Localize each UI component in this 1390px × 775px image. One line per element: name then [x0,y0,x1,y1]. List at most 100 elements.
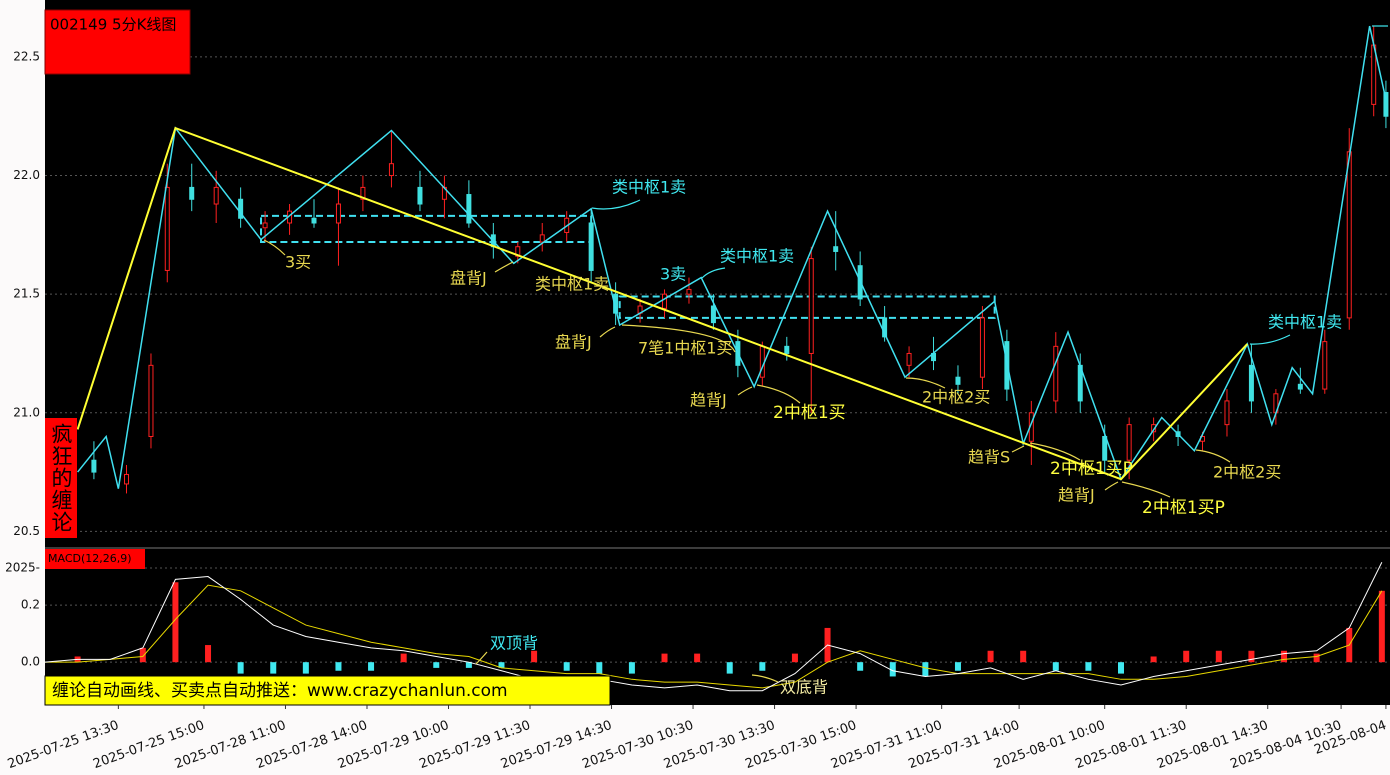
candle-body [335,203,341,224]
banner: 缠论自动画线、买卖点自动推送：www.crazychanlun.com [52,681,508,701]
macd-bar [954,662,961,671]
macd-bar [596,662,603,674]
arrow [737,386,753,396]
macd-bar [857,662,864,671]
annotations: 3买 盘背J 类中枢1卖 类中枢1卖 3卖 类中枢1卖 盘背J 7笔1中枢1买 … [285,178,1342,519]
macd-bar [1118,662,1124,674]
macd-bar [237,662,244,674]
candle-body [466,194,472,224]
macd-bar [1378,590,1385,663]
arrow [1195,449,1231,463]
arrow [1249,334,1291,345]
annotation: 双底背 [780,678,828,697]
price-panel [45,0,1390,548]
annotation: 类中枢1卖 [1268,313,1342,332]
annotation: 类中枢1卖 [612,178,686,197]
candle-body [808,258,814,354]
candle-body [388,163,394,177]
arrow [1121,481,1171,498]
annotation: 3买 [285,253,311,272]
arrow [1104,481,1119,491]
annotation-arrows [263,25,1388,498]
y-tick-label: 20.5 [13,524,40,538]
macd-bar [1150,656,1157,663]
arrow [701,267,726,279]
macd-title-box [45,549,145,569]
macd-bar [270,662,277,674]
candle-body [906,352,912,366]
candle-body [1297,383,1303,390]
macd-bar [889,662,896,677]
arrow [1011,445,1025,453]
annotation: 2中枢2买 [922,388,990,407]
arrow [1029,442,1081,461]
arrow [621,324,736,353]
macd-bar [628,662,635,674]
annotation: 趋背J [690,391,727,410]
macd-bar [1215,650,1222,663]
macd-bar [1052,662,1059,671]
annotation: 2中枢1买P [1142,498,1225,518]
candle-body [1224,400,1230,426]
macd-bar [791,653,798,663]
macd-bar [1085,662,1092,671]
candle-body [1248,364,1254,402]
y-tick-label: 22.5 [13,49,40,63]
candle-body [189,186,195,200]
macd-bar [661,653,668,663]
annotation: 类中枢1卖 [535,275,609,294]
candle-body [164,186,170,271]
candle-body [539,234,545,243]
macd-bar [922,662,929,677]
candle-body [882,317,888,338]
macd-bar [205,645,212,663]
candle-body [1383,92,1389,117]
macd-layer [44,562,1390,692]
macd-bar [139,647,146,663]
candle-body [148,364,154,438]
chart-title: 002149 5分K线图 [50,16,176,34]
candle-body [833,246,839,252]
macd-title: MACD(12,26,9) [48,552,132,565]
candle-body [979,317,985,378]
arrow [756,384,801,404]
macd-bar [759,662,766,671]
macd-bar [433,662,440,668]
macd-bar [987,650,994,663]
annotation: 趋背S [968,448,1010,467]
macd-bar [335,662,342,671]
arrow [591,199,641,210]
title-box [44,9,191,75]
price-layer [45,25,1390,532]
annotation: 盘背J [555,333,592,352]
candle-body [360,186,366,200]
annotation: 趋背J [1058,486,1095,505]
macd-bar [465,662,472,668]
dif-line [44,562,1383,692]
candle-body [686,288,692,295]
macd-bar [563,662,570,671]
candle-body [311,217,317,224]
candle-body [417,186,423,205]
candle-body [784,345,790,354]
candle-body [1053,345,1059,402]
arrow [475,651,488,665]
y-tick-label: 21.0 [13,405,40,419]
annotation: 3卖 [660,265,686,284]
candle-body [955,376,961,385]
candle-body [262,222,268,229]
macd-bar [1281,650,1288,663]
macd-bar [1183,650,1190,663]
y-tick-label: 22.0 [13,168,40,182]
candle-body [238,198,244,219]
annotation: 2中枢1买 [773,403,846,423]
macd-bar [498,662,505,668]
macd-bar [1313,653,1320,663]
macd-bar [694,653,701,663]
candle-body [613,293,619,314]
candle-body [1151,424,1157,433]
annotation: 7笔1中枢1买 [638,339,733,358]
arrow [905,377,946,389]
stroke-line [77,25,1387,489]
